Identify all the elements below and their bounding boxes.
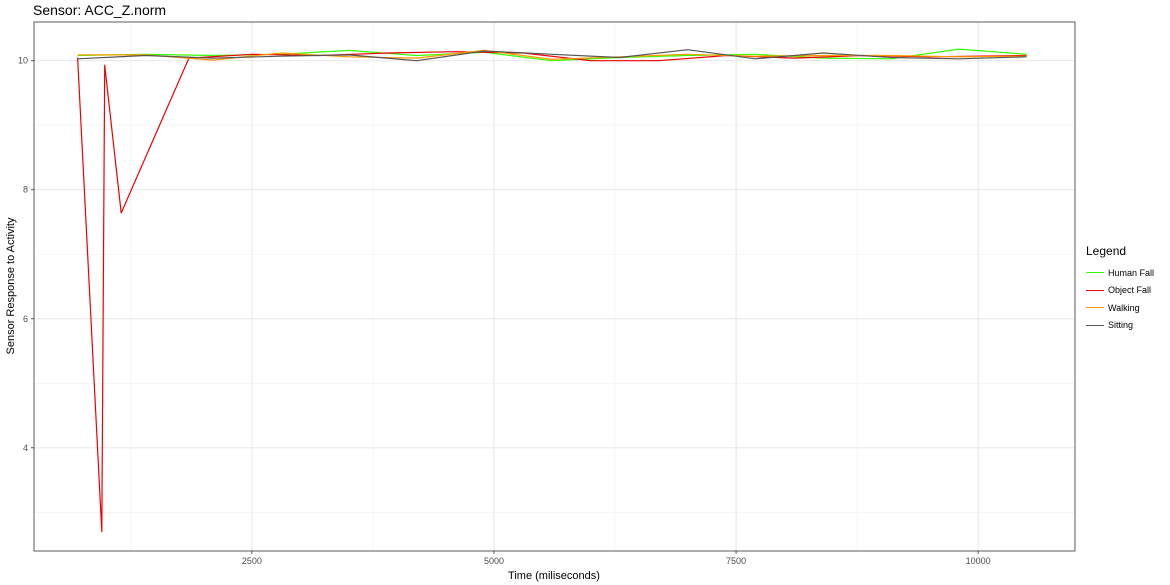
x-axis-label: Time (miliseconds): [508, 570, 600, 582]
legend-items: Human Fall Object Fall Walking Sitting: [1086, 264, 1154, 334]
y-tick-label: 6: [23, 314, 28, 324]
axes: 2500 5000 7500 10000 4 6 8 10: [18, 56, 991, 566]
legend-item-walking: Walking: [1086, 299, 1154, 317]
y-axis-label: Sensor Response to Activity: [5, 217, 17, 354]
legend-title: Legend: [1086, 244, 1127, 258]
series-layer: [77, 48, 1027, 533]
legend-key-human-fall: [1086, 272, 1104, 274]
x-tick-label: 5000: [484, 556, 504, 566]
x-tick-label: 2500: [242, 556, 262, 566]
legend-key-walking: [1086, 307, 1104, 309]
plot-background: [34, 22, 1075, 551]
y-tick-label: 8: [23, 185, 28, 195]
series-line-object-fall: [77, 51, 1027, 533]
y-tick-label: 10: [18, 56, 28, 66]
chart-title: Sensor: ACC_Z.norm: [33, 2, 167, 18]
series-line-sitting: [77, 49, 1027, 62]
y-tick-label: 4: [23, 443, 28, 453]
legend-key-sitting: [1086, 324, 1104, 326]
legend-item-sitting: Sitting: [1086, 317, 1154, 335]
legend-label-walking: Walking: [1108, 302, 1140, 313]
legend-item-object-fall: Object Fall: [1086, 282, 1154, 300]
plot-border: [33, 21, 1076, 552]
x-tick-label: 7500: [726, 556, 746, 566]
legend-label-object-fall: Object Fall: [1108, 285, 1152, 296]
x-tick-label: 10000: [966, 556, 991, 566]
legend: Legend Human Fall Object Fall Walking Sitti…: [1086, 244, 1154, 334]
grid-lines: [34, 22, 1075, 551]
legend-label-sitting: Sitting: [1108, 320, 1134, 331]
legend-item-human-fall: Human Fall: [1086, 264, 1154, 282]
legend-key-object-fall: [1086, 289, 1104, 291]
legend-label-human-fall: Human Fall: [1108, 267, 1155, 278]
